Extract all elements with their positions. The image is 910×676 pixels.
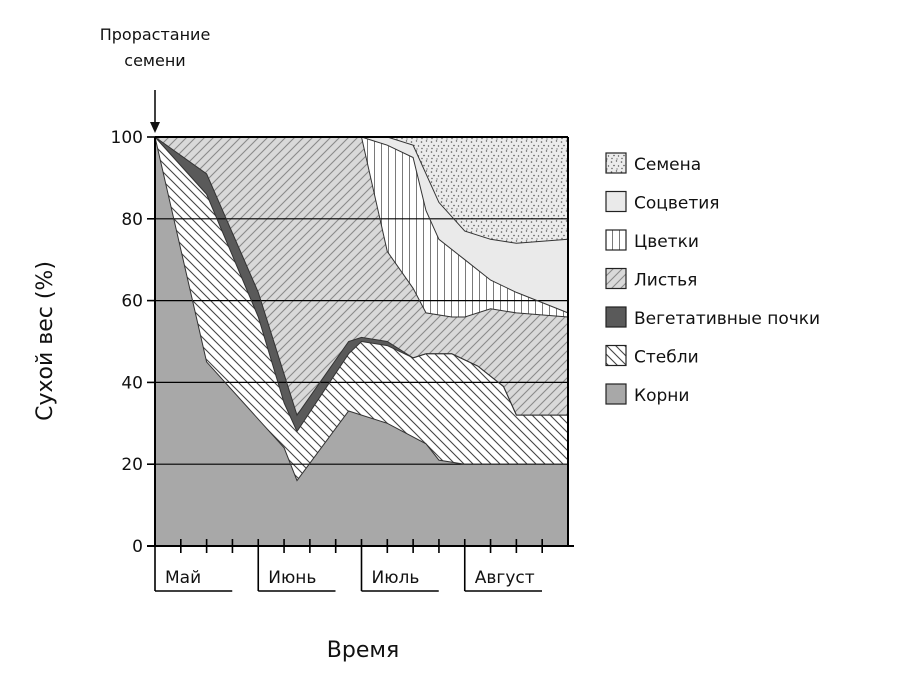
legend-swatch-корни — [605, 383, 627, 405]
legend-label-семена: Семена — [634, 155, 701, 175]
month-label-4: Август — [475, 568, 535, 588]
y-tick-label-100: 100 — [111, 128, 143, 148]
x-ticks — [154, 539, 543, 591]
legend-swatch-вегетативные-почки — [605, 306, 627, 328]
axes — [147, 136, 574, 547]
germination-arrowhead-icon — [150, 122, 160, 133]
legend-label-корни: Корни — [634, 386, 689, 406]
legend-label-вегетативные-почки: Вегетативные почки — [634, 309, 820, 329]
legend-swatch-стебли — [605, 344, 627, 367]
y-tick-label-80: 80 — [121, 210, 143, 230]
month-label-1: Май — [165, 568, 201, 588]
legend: Семена Соцветия Цветки Листья Вегетативные п… — [605, 152, 820, 406]
germination-annotation-line2: семени — [124, 51, 185, 70]
y-axis-label: Сухой вес (%) — [33, 261, 58, 421]
month-label-3: Июль — [372, 568, 420, 588]
y-tick-labels: 0 20 40 60 80 100 — [111, 128, 155, 557]
y-tick-label-40: 40 — [121, 373, 143, 393]
legend-swatch-цветки — [605, 229, 627, 251]
legend-label-стебли: Стебли — [634, 348, 699, 368]
y-tick-label-20: 20 — [121, 455, 143, 475]
y-tick-label-0: 0 — [132, 537, 143, 557]
boundary-корни — [154, 136, 568, 482]
boundary-цветки — [155, 136, 569, 314]
legend-swatch-семена — [605, 152, 627, 174]
y-tick-label-60: 60 — [121, 292, 143, 312]
area-корни — [155, 137, 568, 546]
legend-label-листья: Листья — [634, 271, 697, 291]
germination-annotation-line1: Прорастание — [100, 25, 211, 44]
legend-swatch-соцветия — [605, 190, 627, 213]
legend-swatch-листья — [605, 267, 627, 290]
legend-label-соцветия: Соцветия — [634, 194, 720, 214]
month-labels: Май Июнь Июль Август — [155, 568, 542, 592]
legend-label-цветки: Цветки — [634, 232, 699, 252]
boundary-вегетативные-почки — [154, 136, 568, 417]
month-label-2: Июнь — [268, 568, 316, 588]
x-axis-label: Время — [327, 638, 399, 663]
boundary-листья — [155, 136, 569, 318]
